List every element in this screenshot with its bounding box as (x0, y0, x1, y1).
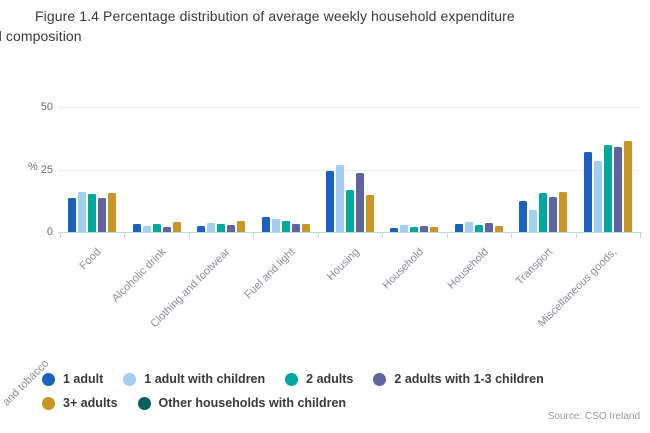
bar-1-adult (261, 217, 270, 232)
bar-2-adults (539, 193, 548, 232)
bar-2-adults-with-1-3-children (162, 227, 171, 232)
x-category-label: Food (77, 246, 104, 273)
x-category-label: Transport (513, 246, 556, 288)
y-axis-title: % (28, 161, 38, 173)
bar-3+-adults (430, 226, 439, 232)
bar-3+-adults (494, 226, 503, 232)
bar-2-adults-with-1-3-children (484, 222, 493, 232)
legend-item-1-adult[interactable]: 1 adult (42, 372, 103, 386)
legend-row-1: 1 adult 1 adult with children 2 adults 2 ad… (42, 370, 544, 388)
x-axis-tick (188, 233, 190, 238)
bar-2-adults-with-1-3-children (291, 224, 300, 232)
legend-item-2-adults-with-1-3-children[interactable]: 2 adults with 1-3 children (373, 372, 544, 386)
y-tick-label: 0 (46, 226, 53, 238)
x-axis-tick (511, 233, 513, 238)
legend-row-2: 3+ adults Other households with children (42, 394, 544, 412)
legend-item-1-adult-with-children[interactable]: 1 adult with children (123, 372, 265, 386)
bar-2-adults-with-1-3-children (549, 197, 558, 232)
bar-3+-adults (623, 140, 632, 232)
figure-title-line1: Figure 1.4 Percentage distribution of av… (35, 8, 515, 24)
bar-2-adults-with-1-3-children (420, 226, 429, 232)
x-category-label: Fuel and light (242, 246, 298, 302)
bar-2-adults (603, 144, 612, 232)
bar-2-adults (346, 189, 354, 232)
y-tick-label: 50 (40, 101, 53, 113)
legend-label: 2 adults with 1-3 children (394, 372, 544, 386)
x-category-label: Household (380, 246, 427, 292)
bar-3+-adults (366, 194, 374, 232)
bar-1-adult (583, 152, 592, 232)
legend-swatch (123, 372, 137, 386)
x-axis-tick (575, 233, 577, 238)
x-axis-tick (124, 233, 126, 238)
bar-1-adult-with-children (336, 165, 344, 232)
bar-1-adult (132, 224, 141, 232)
legend-swatch (42, 396, 55, 410)
y-tick-label: 25 (40, 163, 53, 176)
x-axis-tick (640, 233, 641, 238)
bar-1-adult (68, 198, 77, 232)
bar-2-adults-with-1-3-children (227, 224, 236, 232)
x-category-label: Household (444, 246, 491, 292)
bar-1-adult (390, 227, 399, 232)
legend-item-2-adults[interactable]: 2 adults (285, 372, 353, 386)
legend-label: 1 adult (63, 372, 104, 386)
bar-2-adults-with-1-3-children (356, 173, 364, 232)
y-gridline (58, 107, 640, 108)
bar-3+-adults (172, 222, 181, 232)
x-axis-tick (382, 233, 384, 238)
bar-1-adult-with-children (271, 219, 280, 232)
bar-1-adult-with-children (529, 209, 538, 232)
bar-3+-adults (237, 221, 246, 232)
legend-item-3+-adults[interactable]: 3+ adults (42, 396, 118, 410)
bar-3+-adults (559, 192, 568, 232)
legend-label: 2 adults (306, 372, 354, 386)
bar-1-adult-with-children (464, 222, 473, 232)
bar-2-adults (410, 227, 419, 232)
x-axis-line (58, 232, 642, 233)
figure-title-line2-clipped: d composition (0, 28, 82, 44)
bar-2-adults (88, 194, 97, 232)
legend-swatch (42, 372, 55, 386)
y-gridline (58, 169, 640, 171)
x-category-label: Alcoholic drink (109, 246, 169, 305)
legend-label: 1 adult with children (144, 372, 266, 386)
bar-1-adult-with-children (593, 160, 602, 232)
bar-2-adults (281, 221, 290, 232)
bar-1-adult (454, 223, 463, 232)
x-axis-tick (317, 233, 319, 238)
bar-1-adult (326, 170, 334, 232)
bar-1-adult (197, 226, 206, 232)
legend-swatch (285, 372, 299, 386)
bar-2-adults (217, 224, 226, 232)
bar-3+-adults (108, 192, 117, 232)
x-axis-tick (253, 233, 255, 238)
legend-swatch (137, 396, 151, 410)
source-note: Source: CSO Ireland (547, 411, 640, 422)
bar-1-adult (519, 200, 528, 232)
legend-item-other-households-with-children[interactable]: Other households with children (137, 396, 347, 410)
bar-2-adults (152, 223, 161, 232)
bar-3+-adults (301, 223, 310, 232)
bar-2-adults (474, 224, 483, 232)
x-category-label: Housing (324, 246, 362, 284)
plot-area: % 0 25 50 Food Alcoholic drink Clothing and f… (28, 101, 642, 330)
bar-2-adults-with-1-3-children (98, 197, 107, 232)
bar-1-adult-with-children (400, 225, 409, 232)
x-axis-tick (60, 233, 61, 238)
x-axis-tick (446, 233, 448, 238)
bar-2-adults-with-1-3-children (613, 147, 622, 232)
bar-1-adult-with-children (207, 223, 216, 232)
legend-label: 3+ adults (63, 396, 118, 410)
legend: 1 adult 1 adult with children 2 adults 2 ad… (42, 370, 544, 418)
legend-swatch (373, 372, 387, 386)
bar-1-adult-with-children (142, 225, 151, 232)
bar-1-adult-with-children (78, 192, 87, 232)
legend-label: Other households with children (158, 396, 347, 410)
